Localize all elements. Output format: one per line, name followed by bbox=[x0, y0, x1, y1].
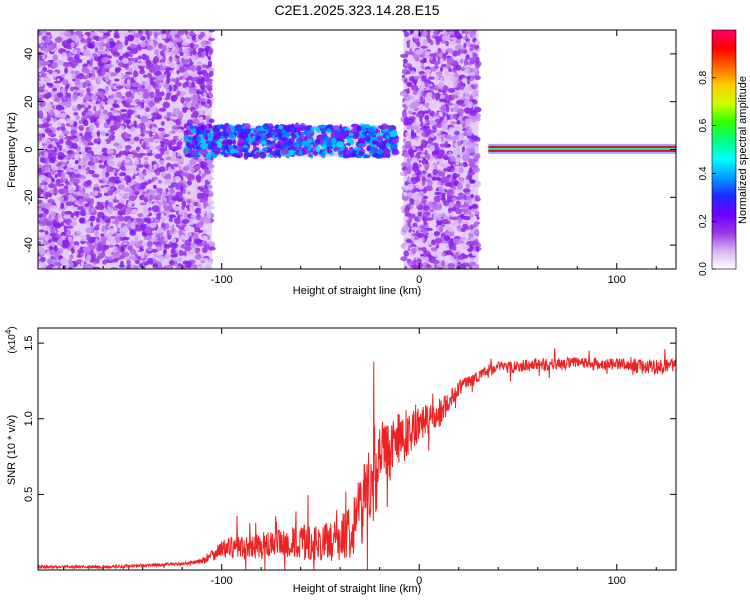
figure-title: C2E1.2025.323.14.28.E15 bbox=[274, 2, 439, 18]
colorbar-tick-label: 0.2 bbox=[698, 214, 709, 228]
colorbar-tick-label: 0.6 bbox=[698, 118, 709, 132]
colorbar-tick-label: 0.8 bbox=[698, 70, 709, 84]
x-tick-label: -100 bbox=[211, 575, 233, 587]
spectrogram-y-label: Frequency (Hz) bbox=[6, 112, 18, 188]
colorbar-tick-label: 0.0 bbox=[698, 262, 709, 276]
x-tick-label: 100 bbox=[608, 575, 626, 587]
spectrogram-image bbox=[34, 27, 676, 272]
y-tick-label: -20 bbox=[23, 189, 35, 205]
y-tick-label: 1.5 bbox=[23, 335, 35, 350]
snr-series-line bbox=[38, 348, 676, 570]
y-tick-label: -40 bbox=[23, 237, 35, 253]
colorbar: 0.0 0.2 0.4 0.6 0.8 Normalized spectral ampl… bbox=[698, 30, 749, 276]
heatmap-region-band bbox=[183, 122, 399, 159]
y-tick-label: 0.5 bbox=[23, 487, 35, 502]
colorbar-tick-label: 0.4 bbox=[698, 166, 709, 180]
snr-y-label: SNR (10 * v/v) bbox=[6, 415, 18, 485]
snr-x-label: Height of straight line (km) bbox=[293, 583, 421, 595]
y-tick-label: 40 bbox=[23, 48, 35, 60]
heatmap-region-noise-mid bbox=[400, 27, 482, 271]
spectrogram-x-label: Height of straight line (km) bbox=[293, 285, 421, 297]
colorbar-label: Normalized spectral amplitude bbox=[737, 76, 749, 224]
y-tick-label: 0 bbox=[23, 146, 35, 152]
colorbar-gradient bbox=[712, 30, 736, 269]
heatmap-region-line bbox=[488, 144, 676, 154]
y-tick-label: 1.0 bbox=[23, 411, 35, 426]
x-tick-label: 100 bbox=[608, 274, 626, 286]
y-tick-label: 20 bbox=[23, 96, 35, 108]
snr-plot-area bbox=[38, 348, 676, 570]
snr-multiplier: (x104) bbox=[4, 326, 18, 353]
x-tick-label: -100 bbox=[211, 274, 233, 286]
